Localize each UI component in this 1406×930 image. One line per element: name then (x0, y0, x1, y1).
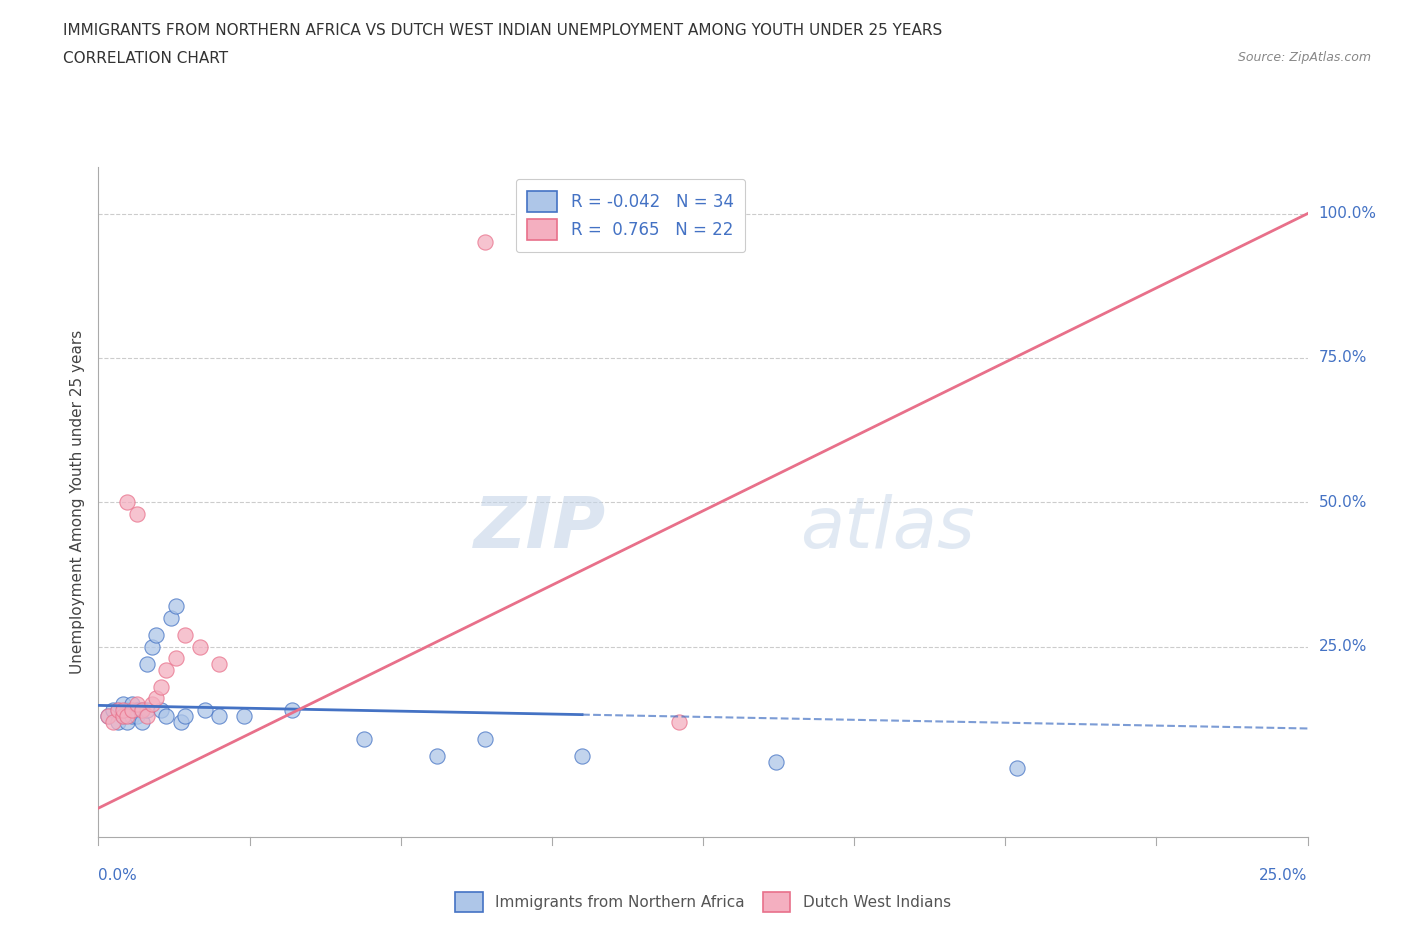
Point (174, 628, 197, 643)
Text: ZIP: ZIP (474, 495, 606, 564)
Point (160, 610, 183, 625)
Point (474, 235, 496, 250)
Point (208, 657, 231, 671)
Point (117, 709, 139, 724)
Legend: R = -0.042   N = 34, R =  0.765   N = 22: R = -0.042 N = 34, R = 0.765 N = 22 (516, 179, 745, 252)
Text: 75.0%: 75.0% (1319, 351, 1367, 365)
Point (107, 702, 129, 717)
Text: 50.0%: 50.0% (1319, 495, 1367, 510)
Point (1007, 761, 1029, 776)
Y-axis label: Unemployment Among Youth under 25 years: Unemployment Among Youth under 25 years (69, 330, 84, 674)
Point (141, 639, 163, 654)
Point (111, 697, 134, 711)
Point (127, 697, 149, 711)
Point (765, 754, 787, 769)
Text: 100.0%: 100.0% (1319, 206, 1376, 221)
Point (188, 639, 211, 654)
Point (353, 731, 375, 746)
Point (97, 709, 120, 724)
Point (121, 709, 143, 724)
Point (145, 628, 167, 643)
Point (117, 702, 139, 717)
Point (165, 599, 187, 614)
Text: IMMIGRANTS FROM NORTHERN AFRICA VS DUTCH WEST INDIAN UNEMPLOYMENT AMONG YOUTH UN: IMMIGRANTS FROM NORTHERN AFRICA VS DUTCH… (63, 23, 942, 38)
Point (121, 697, 143, 711)
Point (131, 702, 153, 717)
Point (426, 749, 449, 764)
Text: CORRELATION CHART: CORRELATION CHART (63, 51, 228, 66)
Text: atlas: atlas (800, 495, 974, 564)
Point (111, 702, 134, 717)
Point (127, 702, 149, 717)
Point (101, 714, 124, 729)
Point (232, 709, 254, 724)
Point (281, 702, 304, 717)
Text: 25.0%: 25.0% (1319, 639, 1367, 654)
Legend: Immigrants from Northern Africa, Dutch West Indians: Immigrants from Northern Africa, Dutch W… (449, 886, 957, 918)
Point (107, 702, 129, 717)
Point (131, 714, 153, 729)
Text: Source: ZipAtlas.com: Source: ZipAtlas.com (1237, 51, 1371, 64)
Point (127, 709, 149, 724)
Point (135, 702, 157, 717)
Point (155, 662, 177, 677)
Point (150, 680, 173, 695)
Point (97, 709, 120, 724)
Point (127, 506, 149, 521)
Point (117, 495, 139, 510)
Point (107, 714, 129, 729)
Point (121, 702, 143, 717)
Point (174, 709, 197, 724)
Point (117, 714, 139, 729)
Point (111, 709, 134, 724)
Point (165, 651, 187, 666)
Point (155, 709, 177, 724)
Text: 0.0%: 0.0% (98, 868, 138, 883)
Point (111, 709, 134, 724)
Point (668, 714, 690, 729)
Point (131, 702, 153, 717)
Point (101, 702, 124, 717)
Point (474, 731, 496, 746)
Point (169, 714, 191, 729)
Point (194, 702, 217, 717)
Point (141, 697, 163, 711)
Point (135, 709, 157, 724)
Text: 25.0%: 25.0% (1260, 868, 1308, 883)
Point (135, 657, 157, 671)
Point (208, 709, 231, 724)
Point (150, 702, 173, 717)
Point (571, 749, 593, 764)
Point (145, 691, 167, 706)
